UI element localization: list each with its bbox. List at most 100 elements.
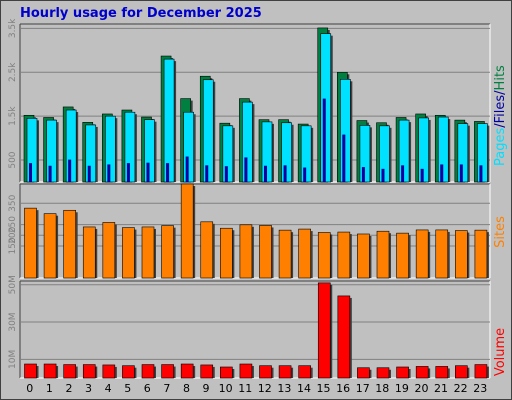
sites-bar <box>63 209 76 279</box>
xtick-label: 11 <box>238 382 252 395</box>
pages-bar <box>107 164 111 182</box>
sites-bar <box>474 229 488 279</box>
pages-bar <box>420 168 424 182</box>
pages-bar <box>87 165 91 182</box>
xtick-label: 5 <box>124 382 131 395</box>
xtick-label: 15 <box>317 382 331 395</box>
volume-bar <box>415 366 429 379</box>
sites-bar <box>396 232 409 279</box>
hits-panel-ytick-label: 1.5k <box>8 106 18 126</box>
xtick-label: 4 <box>105 382 112 395</box>
xtick-label: 9 <box>203 382 210 395</box>
xtick-label: 19 <box>395 382 409 395</box>
sites-bar <box>357 233 370 279</box>
pages-bar <box>166 163 170 182</box>
pages-bar <box>283 165 287 182</box>
sites-bar <box>317 232 331 279</box>
chart-title: Hourly usage for December 2025 <box>20 6 262 21</box>
sites-panel-plot-area <box>20 184 490 278</box>
xtick-label: 2 <box>65 382 72 395</box>
side-label-files: Files <box>493 95 508 124</box>
sites-bar <box>141 226 155 279</box>
sites-bar <box>82 226 96 279</box>
xtick-label: 12 <box>258 382 272 395</box>
sites-bar <box>376 230 390 279</box>
xtick-label: 6 <box>144 382 151 395</box>
pages-bar <box>303 167 307 182</box>
sites-bar <box>200 221 214 279</box>
volume-bar <box>63 364 76 379</box>
hits-panel-ytick-label: 2.5k <box>8 62 18 82</box>
sites-panel-ytick-label: 350 <box>8 194 18 211</box>
hits-side-label: Pages/Files/Hits <box>493 65 508 166</box>
xtick-label: 8 <box>183 382 190 395</box>
pages-bar <box>401 165 405 182</box>
volume-bar <box>474 364 488 379</box>
xtick-label: 20 <box>414 382 428 395</box>
pages-bar <box>244 157 248 182</box>
sites-bar <box>298 228 311 279</box>
pages-bar <box>440 164 444 182</box>
volume-bar <box>43 363 57 379</box>
sites-bar <box>435 229 449 279</box>
side-label-sep2: / <box>493 90 508 95</box>
volume-bar <box>161 364 174 379</box>
xtick-label: 14 <box>297 382 311 395</box>
xtick-label: 18 <box>375 382 389 395</box>
xtick-label: 3 <box>85 382 92 395</box>
volume-bar <box>24 363 37 379</box>
sites-bar <box>239 224 253 279</box>
sites-side-label: Sites <box>493 216 508 248</box>
sites-bar <box>161 225 174 279</box>
pages-bar <box>146 162 150 182</box>
xtick-label: 7 <box>163 382 170 395</box>
pages-bar <box>48 165 52 182</box>
pages-bar <box>185 156 189 182</box>
volume-bar <box>259 365 272 379</box>
pages-bar <box>322 98 326 182</box>
volume-bar <box>102 364 116 379</box>
volume-bar <box>200 364 214 379</box>
sites-bar <box>220 227 233 279</box>
volume-bar <box>357 367 370 379</box>
pages-bar <box>264 165 267 182</box>
volume-bar <box>337 295 351 379</box>
volume-panel-ytick-label: 10M <box>8 350 18 369</box>
xtick-label: 0 <box>26 382 33 395</box>
sites-bar <box>455 230 468 279</box>
xtick-label: 10 <box>219 382 233 395</box>
pages-bar <box>126 163 130 182</box>
pages-bar <box>342 134 346 182</box>
xtick-label: 16 <box>336 382 350 395</box>
volume-bar <box>396 366 409 379</box>
xtick-label: 1 <box>46 382 53 395</box>
volume-bar <box>278 365 292 379</box>
volume-panel-ytick-label: 50M <box>8 275 18 294</box>
volume-bar <box>82 364 96 379</box>
sites-bar <box>122 227 135 279</box>
volume-bar <box>455 365 468 379</box>
hits-panel-ytick-label: 500 <box>8 151 18 168</box>
pages-bar <box>381 168 385 182</box>
side-label-sep1: / <box>493 123 508 128</box>
xtick-label: 22 <box>454 382 468 395</box>
xtick-label: 17 <box>356 382 370 395</box>
volume-bar <box>239 363 253 379</box>
volume-bar <box>122 365 135 379</box>
sites-panel-ytick-label: 150 <box>8 237 18 254</box>
volume-bar <box>435 366 449 379</box>
sites-bar <box>278 229 292 279</box>
xtick-label: 21 <box>434 382 448 395</box>
volume-bar <box>317 282 331 379</box>
hits-panel-ytick-label: 3.5k <box>8 18 18 38</box>
volume-bar <box>220 366 233 379</box>
sites-bar <box>259 225 272 279</box>
sites-panel-ytick-label: 250 <box>8 216 18 233</box>
pages-bar <box>361 167 365 182</box>
sites-bar <box>24 207 37 279</box>
pages-bar <box>224 166 228 182</box>
volume-panel-ytick-label: 30M <box>8 312 18 331</box>
pages-bar <box>68 159 72 182</box>
volume-bar <box>376 367 390 379</box>
